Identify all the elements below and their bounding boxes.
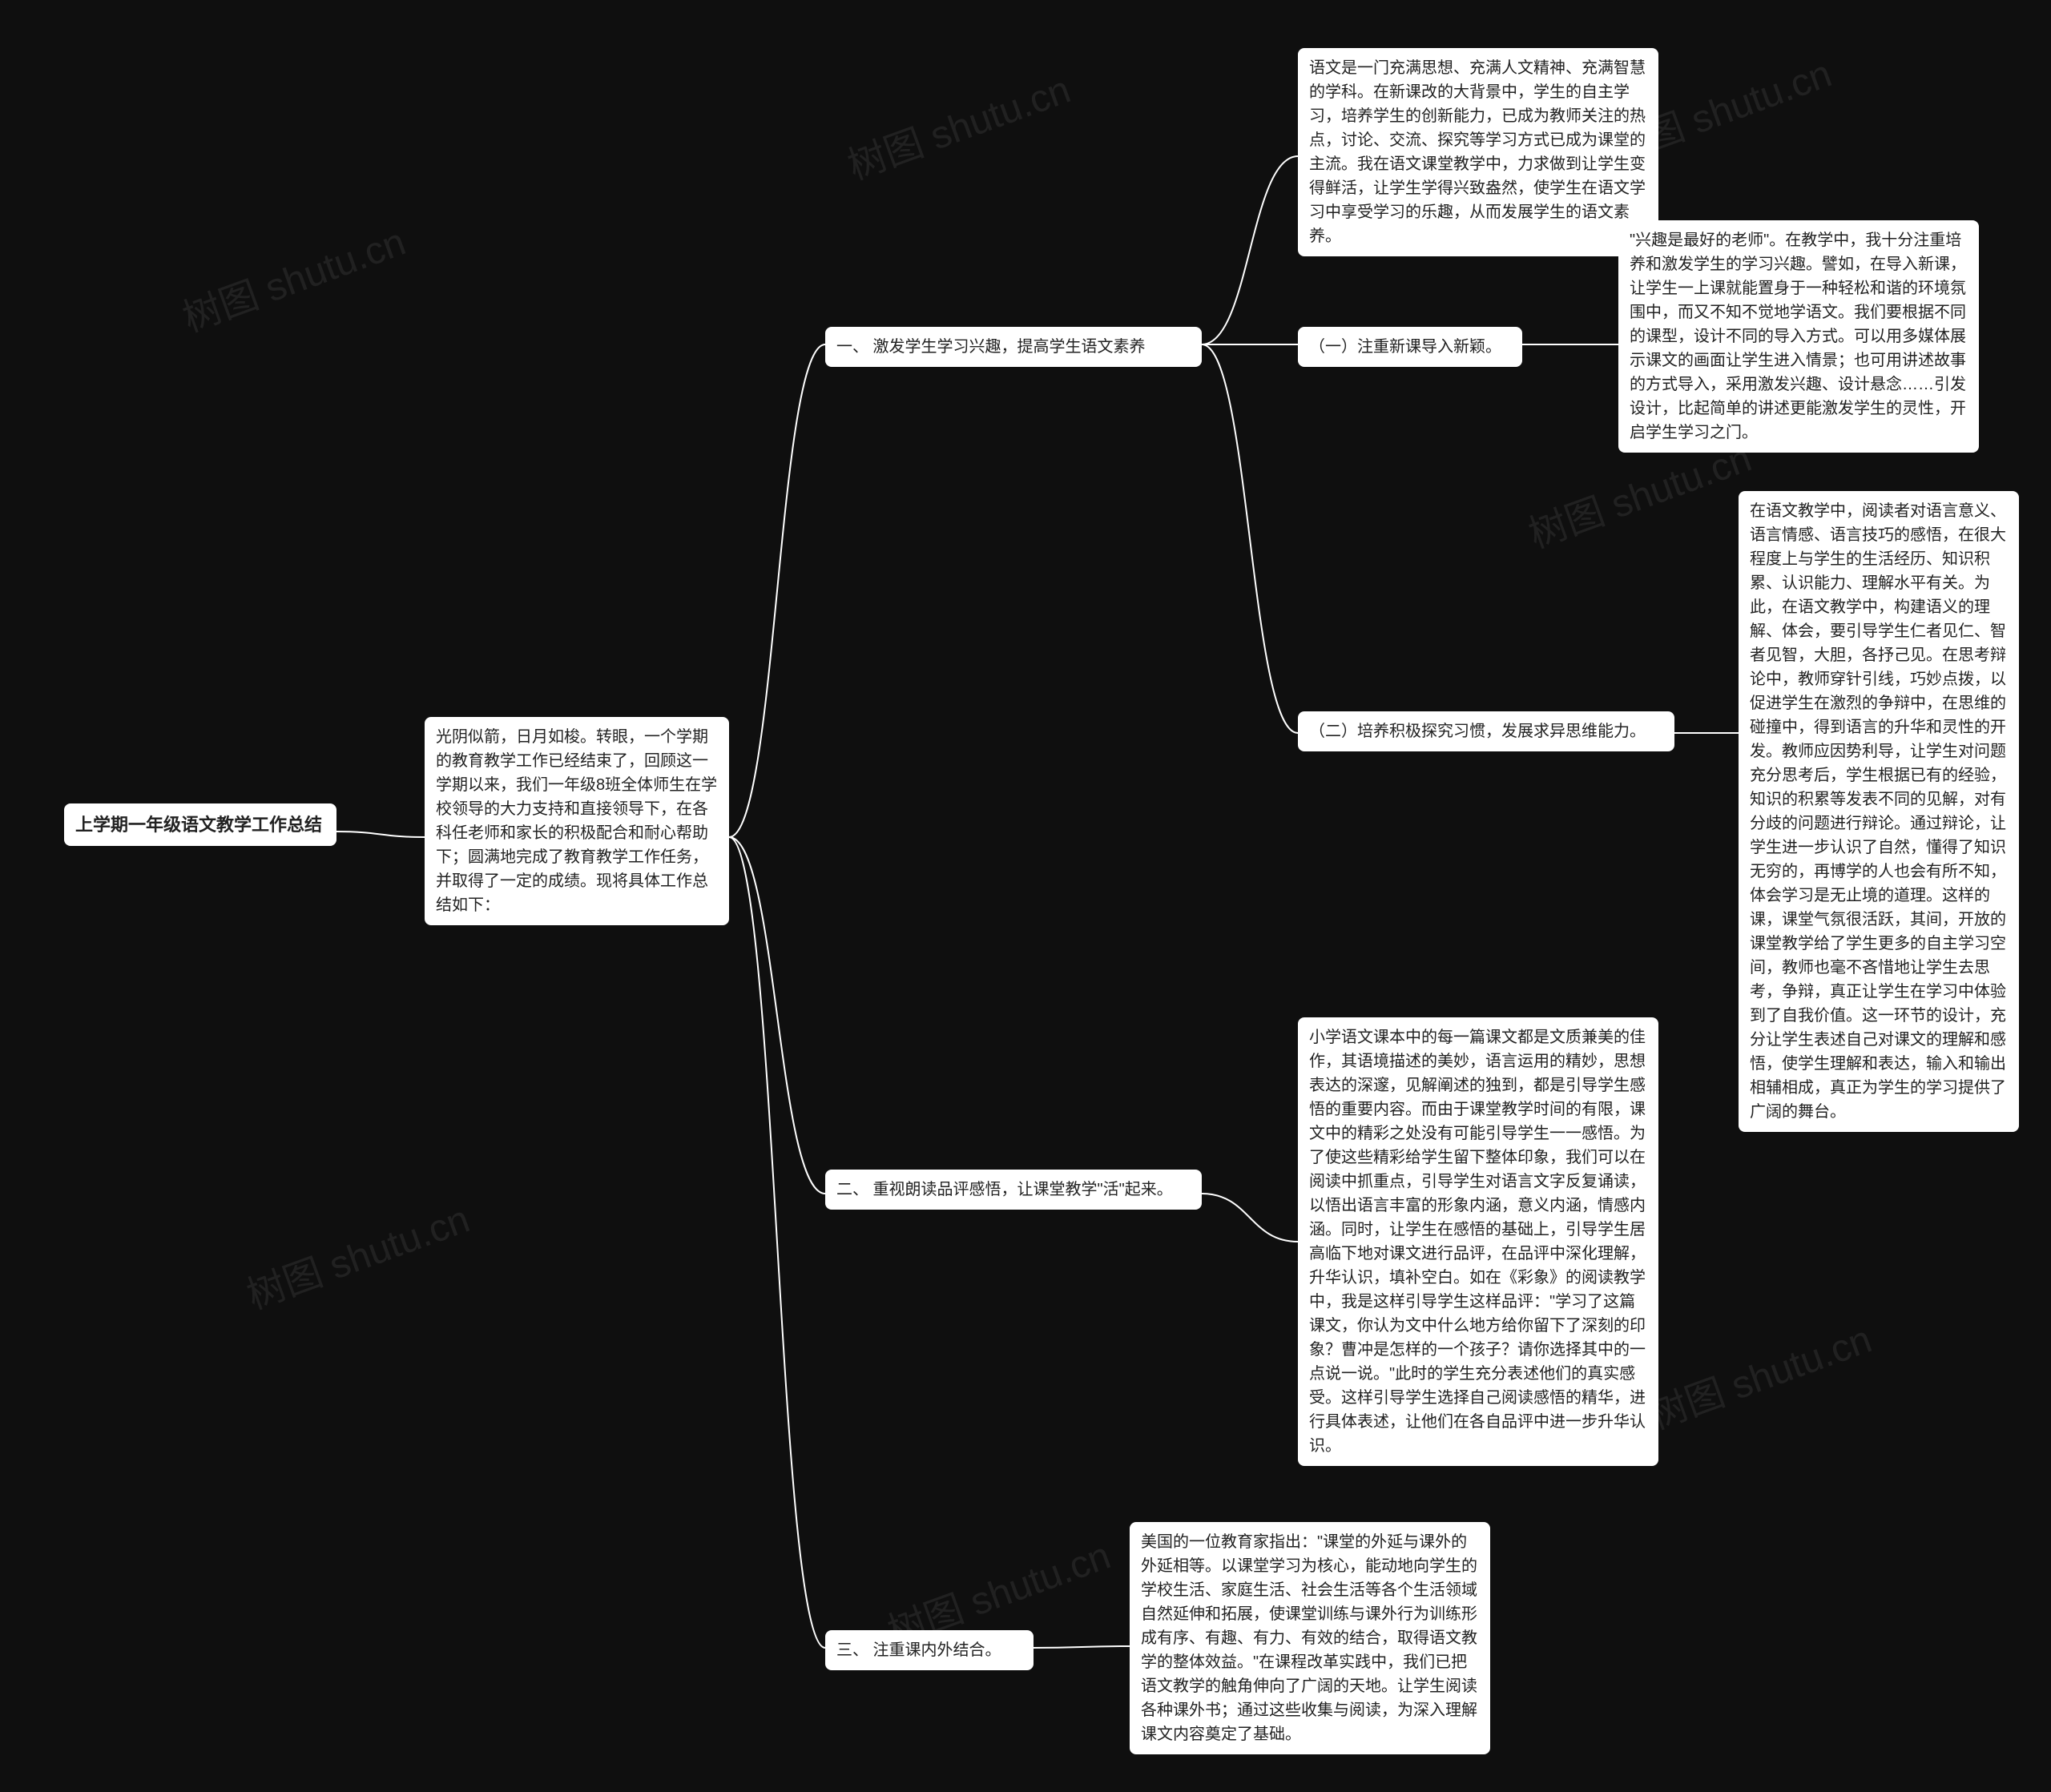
mindmap-canvas: 上学期一年级语文教学工作总结 光阴似箭，日月如梭。转眼，一个学期的教育教学工作已… xyxy=(0,0,2051,1792)
edge xyxy=(729,837,825,1648)
watermark: 树图 shutu.cn xyxy=(238,1187,476,1319)
node-sec1-1-desc[interactable]: "兴趣是最好的老师"。在教学中，我十分注重培养和激发学生的学习兴趣。譬如，在导入… xyxy=(1618,220,1979,453)
watermark: 树图 shutu.cn xyxy=(174,210,412,342)
node-sec1[interactable]: 一、 激发学生学习兴趣，提高学生语文素养 xyxy=(825,327,1202,367)
node-root[interactable]: 上学期一年级语文教学工作总结 xyxy=(64,803,336,846)
watermark: 树图 shutu.cn xyxy=(839,58,1077,190)
edge xyxy=(1202,1194,1298,1242)
node-sec3-desc[interactable]: 美国的一位教育家指出："课堂的外延与课外的外延相等。以课堂学习为核心，能动地向学… xyxy=(1130,1522,1490,1754)
watermark: 树图 shutu.cn xyxy=(1640,1307,1878,1440)
edge xyxy=(729,837,825,1194)
node-sec1-desc[interactable]: 语文是一门充满思想、充满人文精神、充满智慧的学科。在新课改的大背景中，学生的自主… xyxy=(1298,48,1658,256)
node-sec1-1[interactable]: （一）注重新课导入新颖。 xyxy=(1298,327,1522,367)
edge xyxy=(336,832,425,837)
edge xyxy=(1034,1646,1130,1648)
node-sec1-2-desc[interactable]: 在语文教学中，阅读者对语言意义、语言情感、语言技巧的感悟，在很大程度上与学生的生… xyxy=(1739,491,2019,1132)
node-sec1-2[interactable]: （二）培养积极探究习惯，发展求异思维能力。 xyxy=(1298,711,1674,751)
edge xyxy=(1202,344,1298,733)
edge xyxy=(729,344,825,837)
node-sec3[interactable]: 三、 注重课内外结合。 xyxy=(825,1630,1034,1670)
node-sec2[interactable]: 二、 重视朗读品评感悟，让课堂教学"活"起来。 xyxy=(825,1170,1202,1210)
node-intro[interactable]: 光阴似箭，日月如梭。转眼，一个学期的教育教学工作已经结束了，回顾这一学期以来，我… xyxy=(425,717,729,925)
edge xyxy=(1202,156,1298,344)
node-sec2-desc[interactable]: 小学语文课本中的每一篇课文都是文质兼美的佳作，其语境描述的美妙，语言运用的精妙，… xyxy=(1298,1017,1658,1466)
